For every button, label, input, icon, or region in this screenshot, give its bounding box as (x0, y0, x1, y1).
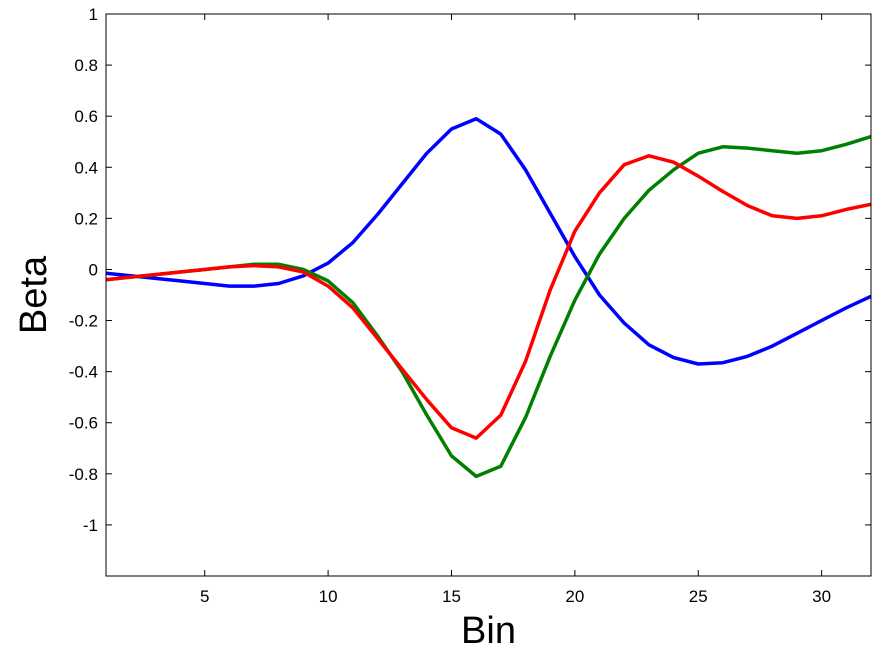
series-layer (105, 116, 872, 479)
y-tick-label: 0.8 (74, 56, 98, 75)
y-axis: 1 0.8 0.6 0.4 0.2 0 -0.2 -0.4 -0.6 -0.8 -1 (69, 5, 871, 535)
x-tick-label: 20 (565, 587, 584, 606)
y-tick-label: -0.8 (69, 465, 98, 484)
x-tick-label: 25 (689, 587, 708, 606)
x-axis: 5 10 15 20 25 30 (200, 14, 831, 606)
x-axis-title: Bin (461, 610, 516, 652)
x-tick-label: 30 (812, 587, 831, 606)
y-tick-label: -0.4 (69, 363, 98, 382)
series-line-3 (105, 154, 872, 440)
x-tick-label: 15 (442, 587, 461, 606)
series-line-1 (105, 116, 872, 366)
y-tick-label: 1 (89, 5, 98, 24)
y-tick-label: 0 (89, 260, 98, 279)
y-tick-label: 0.6 (74, 107, 98, 126)
x-tick-label: 5 (200, 587, 209, 606)
y-axis-title: Beta (13, 255, 55, 334)
y-tick-label: -1 (83, 516, 98, 535)
y-tick-label: 0.4 (74, 158, 98, 177)
y-tick-label: 0.2 (74, 209, 98, 228)
plot-area-frame (105, 13, 872, 577)
y-tick-label: -0.6 (69, 414, 98, 433)
y-tick-label: -0.2 (69, 312, 98, 331)
x-tick-label: 10 (319, 587, 338, 606)
